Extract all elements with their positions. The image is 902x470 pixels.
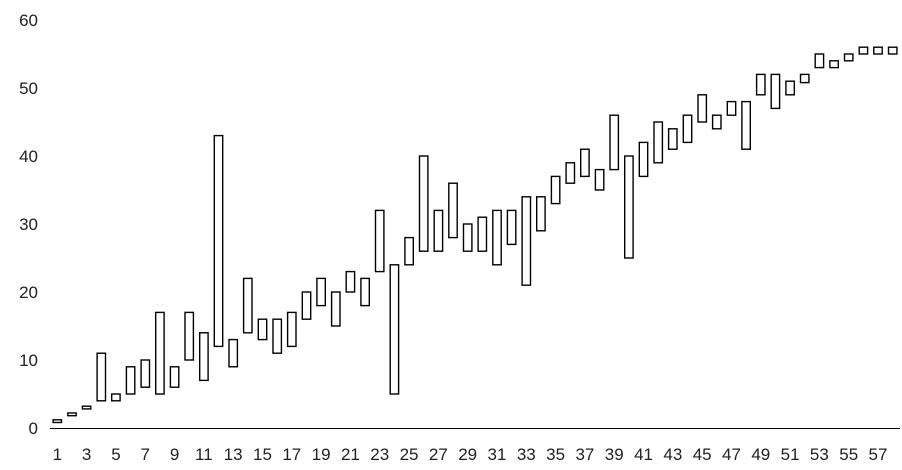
bar: [565, 162, 576, 184]
x-tick-label: 17: [282, 445, 301, 464]
y-tick-label: 10: [19, 351, 38, 370]
bar: [316, 277, 326, 307]
bar: [286, 311, 297, 348]
x-tick-label: 41: [634, 445, 653, 464]
bar: [770, 73, 781, 110]
y-tick-label: 20: [19, 283, 38, 302]
bar: [228, 338, 239, 368]
x-tick-label: 15: [253, 445, 272, 464]
bar: [330, 291, 341, 327]
y-tick-label: 60: [19, 11, 38, 30]
bar: [492, 209, 502, 266]
x-tick-label: 5: [111, 445, 120, 464]
bar: [448, 182, 458, 239]
bar: [389, 264, 400, 395]
bar: [125, 366, 136, 395]
bar: [257, 318, 268, 341]
bar: [609, 114, 620, 171]
bar: [536, 196, 546, 232]
x-tick-label: 27: [429, 445, 448, 464]
y-tick-label: 50: [19, 79, 38, 98]
bar: [81, 405, 92, 410]
bar: [462, 223, 473, 252]
bar: [741, 100, 752, 150]
x-tick-label: 39: [605, 445, 624, 464]
x-tick-label: 51: [781, 445, 800, 464]
bar: [96, 352, 107, 402]
bar: [242, 277, 253, 334]
bar: [345, 270, 356, 293]
bar: [301, 291, 312, 320]
bar: [814, 53, 825, 69]
x-tick-label: 21: [341, 445, 360, 464]
x-tick-label: 33: [517, 445, 536, 464]
x-tick-label: 37: [575, 445, 594, 464]
bar: [858, 46, 869, 55]
x-tick-label: 57: [869, 445, 888, 464]
bar: [52, 419, 63, 424]
y-tick-label: 30: [19, 215, 38, 234]
x-tick-label: 19: [312, 445, 331, 464]
bar: [697, 94, 708, 123]
bar: [67, 412, 77, 417]
bar: [550, 175, 561, 205]
bar: [843, 53, 854, 62]
bar: [594, 168, 605, 191]
bars: [52, 46, 898, 424]
bar: [653, 121, 664, 164]
x-tick-label: 31: [488, 445, 507, 464]
x-tick-label: 1: [53, 445, 62, 464]
bar: [418, 155, 429, 252]
x-tick-label: 25: [400, 445, 419, 464]
bar: [198, 332, 209, 382]
x-tick-label: 35: [546, 445, 565, 464]
x-tick-label: 43: [663, 445, 682, 464]
bar: [140, 359, 151, 388]
y-tick-label: 0: [29, 419, 38, 438]
bar: [404, 236, 414, 266]
bar: [755, 73, 766, 96]
bar: [726, 100, 737, 116]
y-tick-label: 40: [19, 147, 38, 166]
bar: [682, 114, 693, 144]
bar: [521, 196, 532, 286]
bar: [272, 318, 283, 354]
x-tick-label: 45: [693, 445, 712, 464]
x-tick-label: 29: [458, 445, 477, 464]
bar: [799, 73, 810, 84]
x-tick-label: 49: [751, 445, 770, 464]
bar: [829, 60, 840, 69]
bar: [213, 134, 224, 348]
bar: [360, 277, 370, 307]
x-tick-label: 11: [195, 445, 213, 464]
x-tick-label: 9: [170, 445, 179, 464]
y-axis-labels: 0 10 20 30 40 50 60: [19, 11, 38, 438]
bar: [110, 393, 121, 402]
x-tick-label: 13: [224, 445, 243, 464]
bar: [638, 141, 649, 178]
x-tick-label: 55: [839, 445, 858, 464]
x-tick-label: 47: [722, 445, 741, 464]
bar: [711, 114, 722, 130]
bar: [873, 46, 883, 55]
bar: [184, 311, 195, 361]
x-tick-label: 23: [370, 445, 389, 464]
bar: [785, 80, 796, 96]
bar: [580, 148, 590, 178]
x-tick-label: 7: [141, 445, 150, 464]
bar: [477, 216, 488, 252]
bar: [667, 128, 678, 150]
bar: [154, 311, 165, 395]
bar: [433, 209, 444, 252]
bar: [374, 209, 385, 273]
bar: [506, 209, 517, 246]
bar: [887, 46, 898, 55]
x-tick-label: 3: [82, 445, 91, 464]
x-tick-label: 53: [810, 445, 829, 464]
x-axis-labels: 1 3 5 7 9 11 13 15 17 19 21 23 25 27 29 31 33 35 37 39 41 43 4…: [53, 445, 888, 464]
bar: [169, 366, 180, 388]
bar: [624, 155, 634, 259]
